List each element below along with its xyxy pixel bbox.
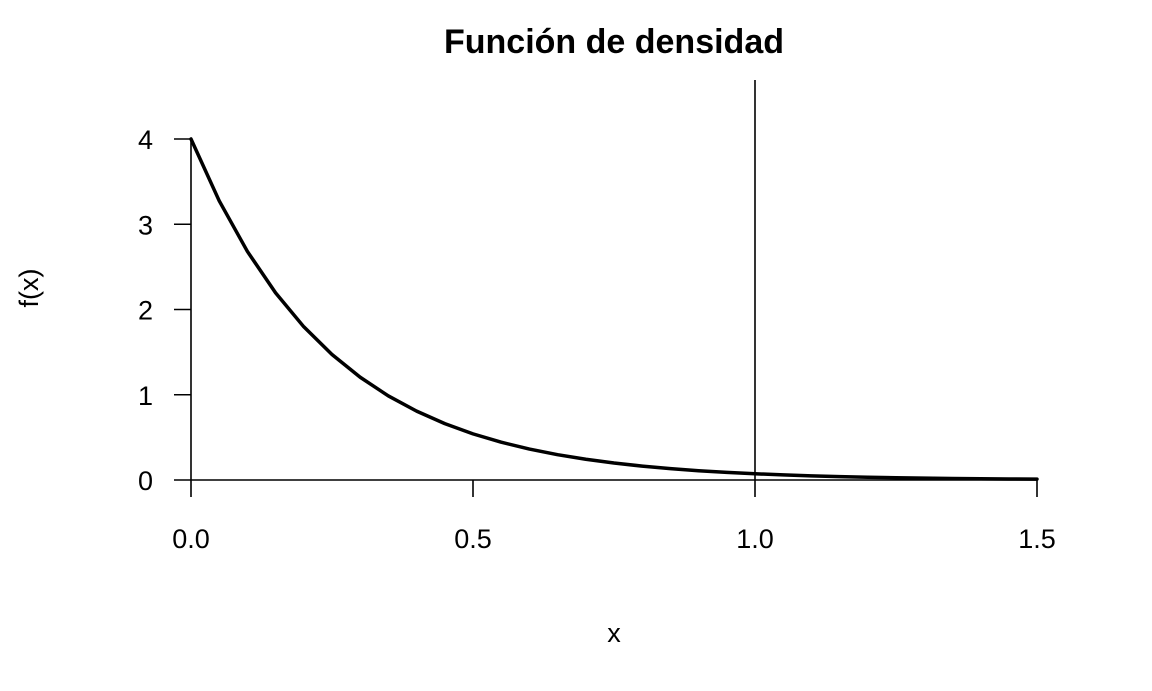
y-tick-label: 2 (138, 296, 153, 326)
x-tick-label: 1.5 (1018, 524, 1056, 554)
x-axis-label: x (607, 618, 621, 648)
x-tick-label: 0.0 (172, 524, 210, 554)
x-tick-label: 0.5 (454, 524, 492, 554)
y-tick-label: 4 (138, 125, 153, 155)
density-curve (189, 137, 1039, 481)
tick-group: 0.0 0.5 1.0 1.5 0 1 2 3 4 (138, 125, 1056, 554)
y-tick-label: 1 (138, 381, 153, 411)
y-tick-label: 3 (138, 210, 153, 240)
y-axis-label: f(x) (14, 269, 44, 308)
x-tick-label: 1.0 (736, 524, 774, 554)
y-tick-label: 0 (138, 466, 153, 496)
chart-title: Función de densidad (444, 23, 784, 61)
series-group (189, 137, 1039, 481)
